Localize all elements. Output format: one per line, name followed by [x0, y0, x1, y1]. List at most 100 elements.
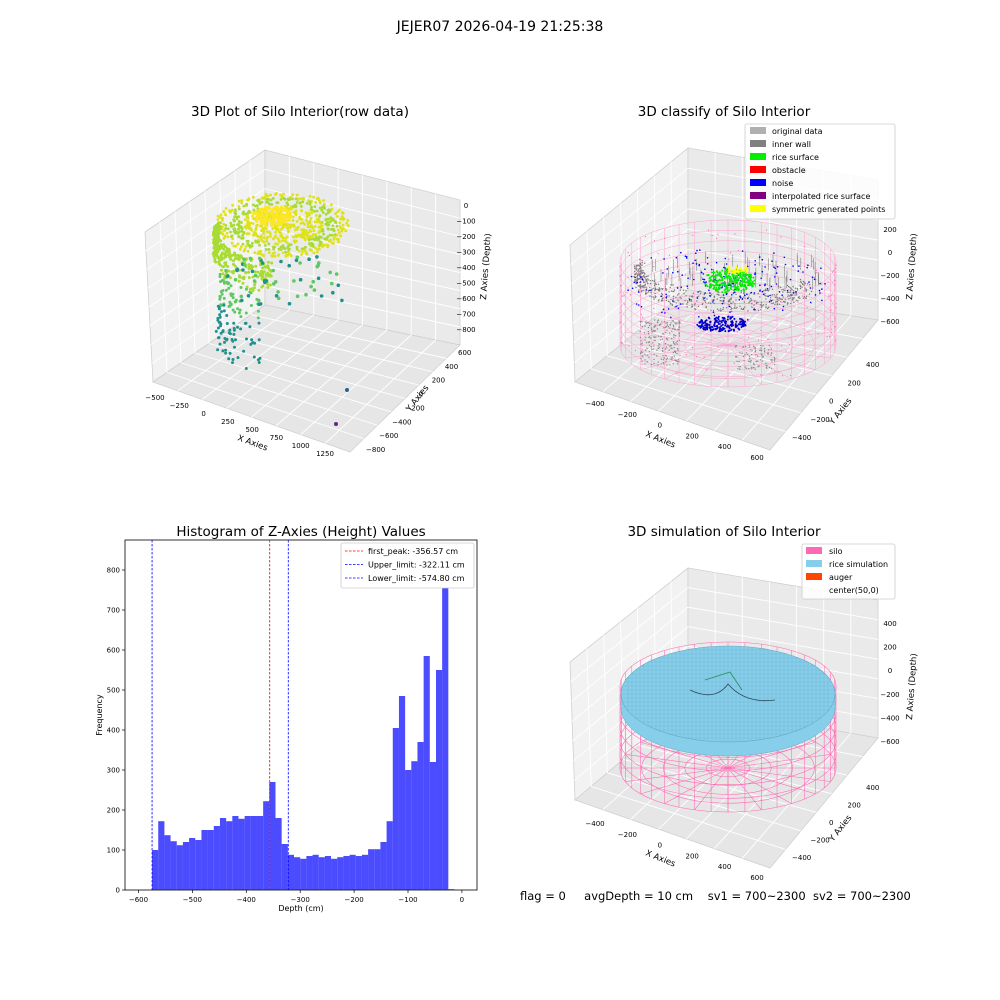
point-inner-wall: [669, 327, 671, 329]
point-rice-surface: [733, 276, 736, 279]
point: [221, 272, 225, 276]
point-inner-wall: [666, 295, 668, 297]
point-interpolated: [717, 345, 719, 347]
point: [289, 205, 293, 209]
wire-base-spoke: [640, 741, 729, 769]
point-inner-wall: [663, 357, 665, 359]
point-inner-wall: [638, 264, 640, 266]
point-inner-wall: [639, 259, 641, 261]
point-noise: [819, 282, 821, 285]
gridline: [151, 285, 266, 364]
point-noise: [768, 301, 771, 303]
point: [264, 227, 268, 230]
point: [318, 220, 322, 224]
point-inner-wall: [672, 298, 674, 300]
point: [298, 277, 303, 282]
point-inner-wall: [681, 303, 683, 305]
point-inner-wall: [647, 282, 649, 285]
point-inner-wall: [671, 358, 673, 360]
point: [241, 281, 245, 285]
point-noise: [732, 292, 735, 294]
point-noise: [740, 326, 743, 328]
point: [263, 244, 267, 247]
point-inner-wall: [646, 361, 648, 363]
point-noise: [720, 324, 723, 327]
point-symmetric: [736, 267, 738, 270]
point-inner-wall: [651, 296, 653, 298]
point: [222, 296, 226, 300]
point-symmetric: [727, 271, 730, 274]
point-noise: [764, 284, 766, 287]
point-noise: [714, 319, 717, 322]
point-inner-wall: [742, 346, 744, 348]
gridline: [573, 249, 689, 344]
point-rice-surface: [724, 282, 727, 285]
point-interpolated: [707, 309, 709, 311]
point: [225, 322, 229, 325]
point: [321, 228, 325, 231]
p4-ztick: 400: [883, 620, 896, 628]
point: [291, 197, 294, 201]
point-rice-surface: [706, 285, 709, 288]
point-inner-wall: [771, 359, 773, 361]
point-noise: [771, 260, 773, 263]
point-inner-wall: [652, 296, 655, 298]
point: [249, 221, 253, 225]
point-noise: [747, 297, 749, 300]
point-noise: [713, 299, 715, 301]
point: [268, 283, 272, 287]
point-inner-wall: [665, 359, 668, 361]
point: [267, 206, 271, 210]
point-inner-wall: [792, 297, 794, 299]
point: [250, 338, 254, 342]
wire-base-spoke: [727, 344, 816, 370]
point-inner-wall: [662, 362, 664, 364]
point-noise: [821, 299, 823, 302]
point-noise: [681, 274, 683, 276]
point-interpolated: [621, 342, 623, 344]
point: [232, 259, 235, 263]
point-interpolated: [833, 270, 835, 272]
point-inner-wall: [771, 294, 774, 296]
point-inner-wall: [672, 320, 675, 322]
point: [258, 252, 262, 256]
point: [345, 222, 349, 225]
point-noise: [721, 302, 724, 305]
point-inner-wall: [676, 343, 678, 345]
p4-xlabel: X Axies: [644, 849, 677, 870]
point: [276, 201, 280, 205]
point-inner-wall: [649, 295, 651, 297]
point-noise: [708, 317, 711, 320]
point-noise: [723, 327, 726, 330]
point: [248, 287, 252, 291]
point: [255, 219, 259, 223]
point: [285, 206, 289, 210]
point-inner-wall: [799, 278, 802, 281]
point-rice-surface: [740, 284, 743, 287]
point: [313, 237, 317, 241]
point-inner-wall: [640, 286, 642, 288]
point-noise: [741, 298, 744, 301]
point: [245, 239, 249, 243]
point: [256, 270, 260, 274]
point-inner-wall: [739, 352, 741, 354]
point-inner-wall: [753, 293, 755, 295]
point-inner-wall: [677, 299, 679, 302]
point-inner-wall: [794, 292, 796, 294]
point-interpolated: [820, 283, 823, 285]
point-inner-wall: [661, 347, 664, 350]
point-inner-wall: [636, 276, 638, 278]
point-rice-surface: [744, 281, 747, 284]
point-inner-wall: [658, 347, 660, 349]
point-rice-surface: [721, 284, 724, 287]
point: [241, 268, 245, 272]
point-inner-wall: [678, 325, 681, 327]
point-noise: [713, 322, 716, 325]
point-interpolated: [725, 378, 727, 380]
point-rice-surface: [719, 275, 722, 278]
point-noise: [724, 324, 727, 327]
point-inner-wall: [656, 288, 658, 291]
point-inner-wall: [700, 291, 702, 293]
point-inner-wall: [670, 322, 672, 324]
point-inner-wall: [725, 307, 728, 309]
